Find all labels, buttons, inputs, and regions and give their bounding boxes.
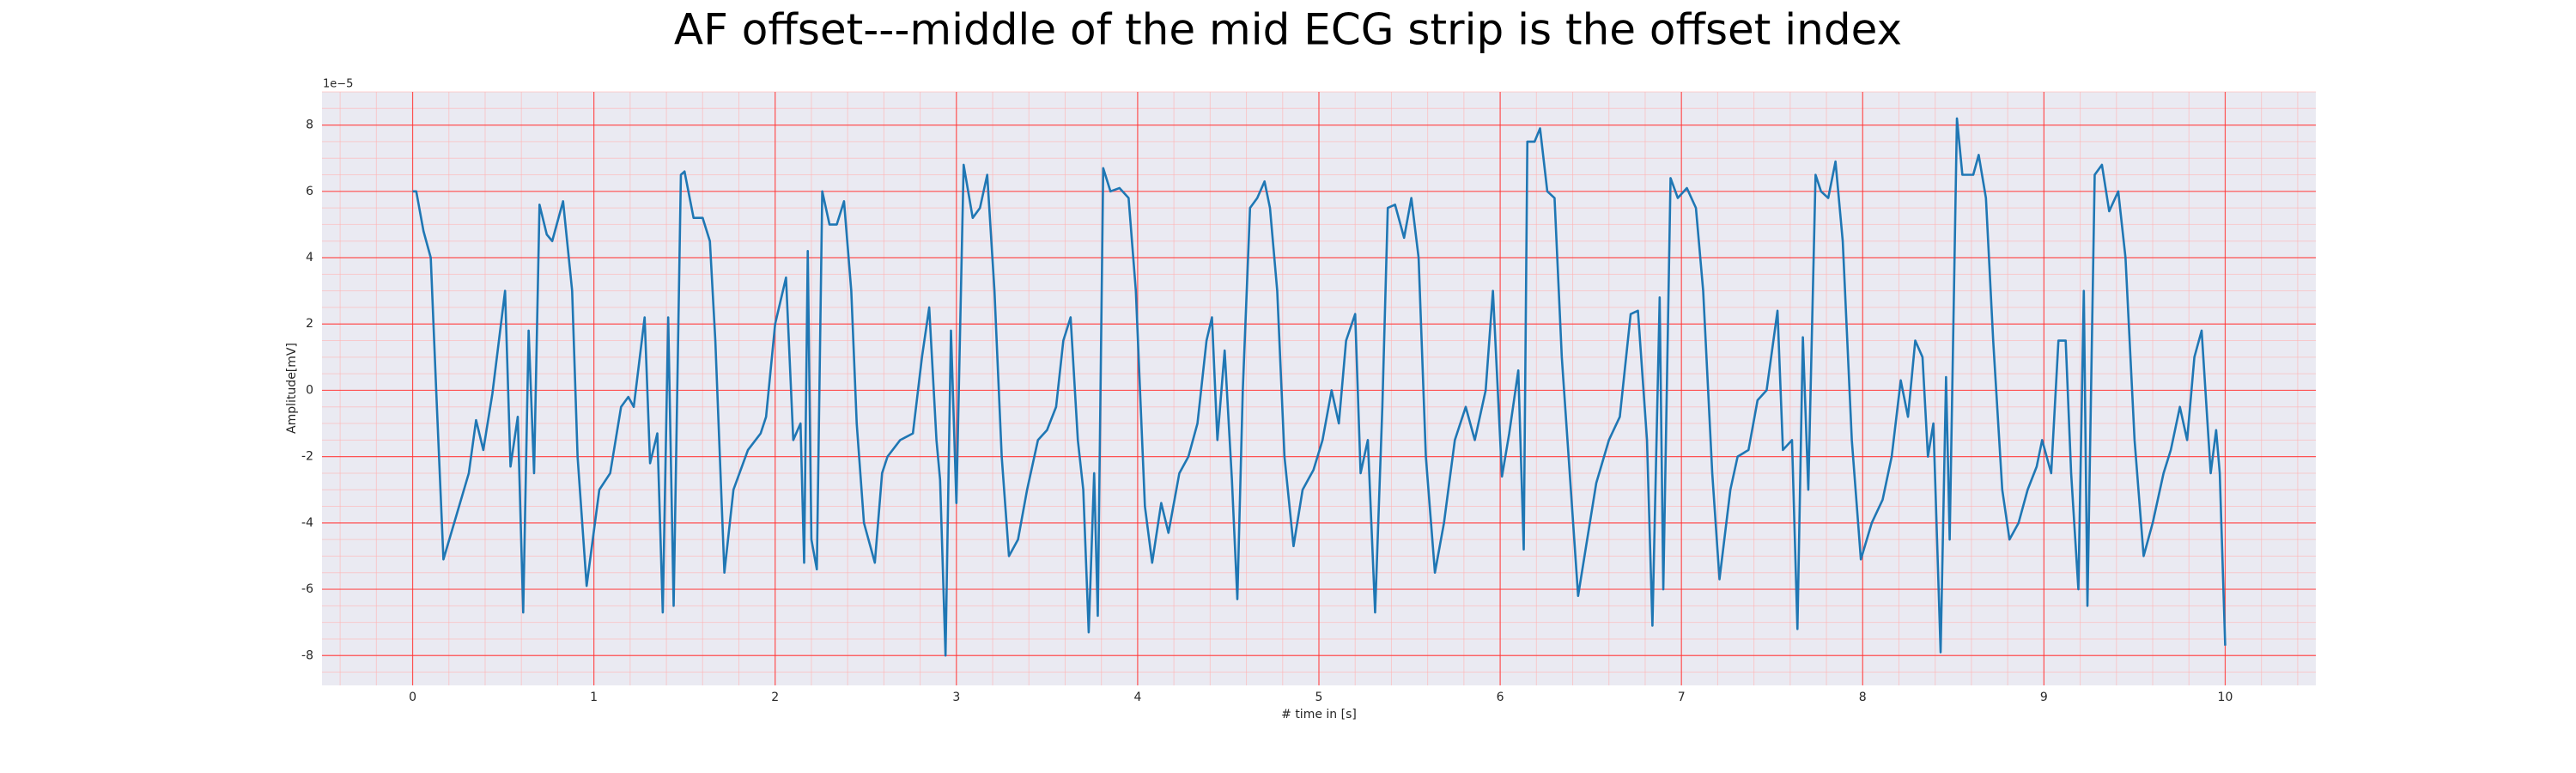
x-tick-label: 3 (952, 691, 960, 704)
y-axis-label: Amplitude[mV] (285, 343, 299, 434)
y-tick-label: 2 (306, 317, 313, 331)
y-tick-label: -2 (301, 450, 313, 464)
chart-title: AF offset---middle of the mid ECG strip … (674, 5, 1902, 55)
y-tick-label: 0 (306, 383, 313, 397)
y-tick-label: 4 (306, 251, 313, 265)
y-offset-label: 1e−5 (323, 78, 353, 91)
y-tick-label: -4 (301, 516, 313, 530)
x-tick-label: 0 (409, 691, 416, 704)
ecg-line (412, 117, 2227, 657)
x-tick-label: 7 (1678, 691, 1686, 704)
x-axis-label: # time in [s] (1281, 708, 1357, 721)
y-tick-label: 6 (306, 185, 313, 198)
x-tick-label: 10 (2218, 691, 2233, 704)
x-tick-label: 9 (2040, 691, 2048, 704)
x-tick-label: 2 (771, 691, 779, 704)
x-tick-label: 1 (590, 691, 598, 704)
y-tick-label: -6 (301, 582, 313, 596)
x-tick-label: 6 (1497, 691, 1504, 704)
x-tick-label: 4 (1133, 691, 1141, 704)
x-tick-label: 8 (1859, 691, 1867, 704)
y-tick-label: 8 (306, 119, 313, 132)
y-tick-label: -8 (301, 648, 313, 662)
x-tick-label: 5 (1315, 691, 1323, 704)
